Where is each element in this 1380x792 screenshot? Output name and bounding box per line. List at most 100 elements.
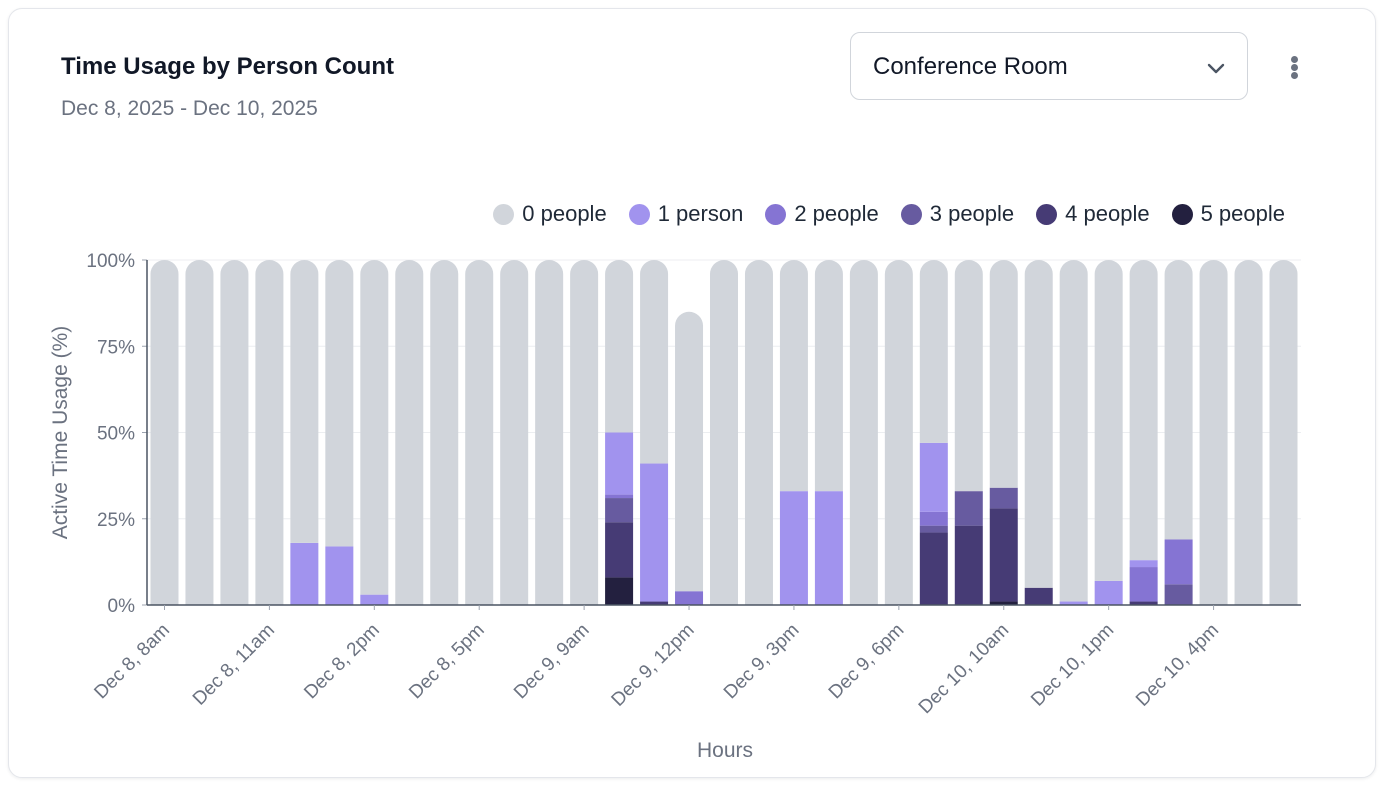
bar-segment — [1129, 601, 1158, 605]
bar-segment — [1059, 601, 1088, 605]
legend-item[interactable]: 4 people — [1036, 201, 1150, 227]
more-vertical-icon — [1291, 56, 1298, 63]
bar-segment — [989, 487, 1018, 509]
bar-segment — [954, 525, 983, 605]
legend-swatch — [628, 203, 650, 225]
chart-legend: 0 people 1 person 2 people 3 people 4 people… — [493, 200, 1285, 228]
y-tick-label: 75% — [97, 337, 135, 358]
bar-segment — [1094, 580, 1123, 605]
bar-segment — [675, 591, 704, 605]
bar-segment — [605, 498, 634, 523]
x-tick-label: Dec 9, 3pm — [720, 620, 804, 704]
more-options-button[interactable] — [1279, 45, 1311, 89]
legend-label: 4 people — [1065, 201, 1150, 226]
bar-segment — [290, 260, 319, 543]
bar-segment — [325, 260, 354, 547]
legend-item[interactable]: 0 people — [493, 201, 607, 227]
legend-item[interactable]: 3 people — [900, 201, 1015, 227]
bar-segment — [640, 463, 669, 602]
bar-segment — [395, 260, 424, 605]
bar-segment — [710, 260, 738, 605]
x-tick-label: Dec 8, 2pm — [300, 620, 384, 704]
bar-segment — [919, 525, 948, 533]
bar-segment — [185, 260, 214, 605]
bar-segment — [325, 546, 354, 605]
bar-segment — [535, 260, 564, 605]
legend-item[interactable]: 2 people — [765, 201, 879, 227]
bar-segment — [1164, 584, 1193, 605]
bar-segment — [919, 532, 948, 605]
bar-segment — [500, 260, 529, 605]
bar-segment — [290, 542, 319, 605]
bar-segment — [570, 260, 599, 605]
bar-segment — [1234, 260, 1263, 605]
more-vertical-icon-dot — [1291, 64, 1298, 71]
chart-title: Time Usage by Person Count — [61, 53, 394, 80]
bar-segment — [255, 260, 284, 605]
bar-segment — [849, 260, 878, 605]
bar-segment — [814, 260, 843, 492]
y-tick-label: 50% — [97, 424, 135, 445]
legend-swatch — [900, 203, 922, 225]
bar-segment — [360, 260, 389, 595]
legend-item[interactable]: 1 person — [628, 201, 744, 227]
bar-segment — [1059, 260, 1088, 602]
legend-item[interactable]: 5 people — [1171, 201, 1285, 227]
x-tick-label: Dec 8, 11am — [189, 620, 279, 710]
bar-segment — [360, 594, 389, 605]
x-tick-label: Dec 10, 10am — [915, 620, 1013, 718]
bar-segment — [1129, 260, 1158, 561]
bar-segment — [989, 260, 1018, 488]
bar-segment — [220, 260, 249, 605]
legend-label: 3 people — [929, 201, 1015, 226]
x-tick-label: Dec 8, 5pm — [405, 620, 489, 704]
bar-segment — [779, 491, 808, 605]
bar-segment — [919, 260, 948, 443]
bar-segment — [605, 494, 634, 499]
x-tick-label: Dec 10, 1pm — [1027, 620, 1118, 711]
bar-segment — [605, 577, 634, 605]
legend-label: 1 person — [657, 201, 744, 226]
bar-segment — [605, 260, 634, 433]
legend-swatch — [493, 203, 515, 225]
bar-segment — [919, 511, 948, 526]
bar-segment — [605, 432, 634, 495]
bar-segment — [675, 311, 704, 592]
more-vertical-icon-dot — [1291, 72, 1298, 79]
room-select[interactable]: Conference Room — [850, 32, 1248, 100]
bar-segment — [150, 260, 179, 605]
y-tick-label: 0% — [108, 596, 136, 617]
x-tick-label: Dec 10, 4pm — [1132, 620, 1223, 711]
bar-segment — [954, 260, 983, 492]
chart-card: Time Usage by Person Count Dec 8, 2025 -… — [8, 8, 1376, 778]
x-tick-label: Dec 9, 6pm — [825, 620, 909, 704]
bar-segment — [884, 260, 913, 605]
legend-label: 5 people — [1200, 201, 1285, 226]
bar-segment — [1129, 560, 1158, 568]
stacked-bar-chart: 0%25%50%75%100%Dec 8, 8am Dec 8, 11am Dec … — [49, 251, 1301, 762]
legend-swatch — [765, 203, 787, 225]
bar-segment — [1024, 260, 1053, 588]
x-tick-label: Dec 9, 9am — [510, 620, 594, 704]
bar-segment — [779, 260, 808, 492]
bar-segment — [989, 508, 1018, 602]
bar-segment — [989, 601, 1018, 605]
bar-segment — [640, 260, 669, 464]
legend-label: 0 people — [522, 201, 607, 226]
bar-segment — [1024, 587, 1053, 605]
chevron-down-icon — [1207, 63, 1225, 74]
bar-segment — [1164, 539, 1193, 585]
bar-segment — [954, 491, 983, 526]
bar-segment — [430, 260, 459, 605]
bar-segment — [919, 442, 948, 512]
bar-segment — [1164, 260, 1193, 540]
legend-label: 2 people — [794, 201, 879, 226]
bar-segment — [1269, 260, 1298, 605]
bar-segment — [640, 601, 669, 605]
bar-segment — [1199, 260, 1228, 605]
bar-segment — [744, 260, 773, 605]
y-axis-title: Active Time Usage (%) — [49, 326, 72, 540]
y-tick-label: 25% — [97, 510, 135, 531]
legend-swatch — [1171, 203, 1193, 225]
y-tick-label: 100% — [86, 251, 135, 272]
